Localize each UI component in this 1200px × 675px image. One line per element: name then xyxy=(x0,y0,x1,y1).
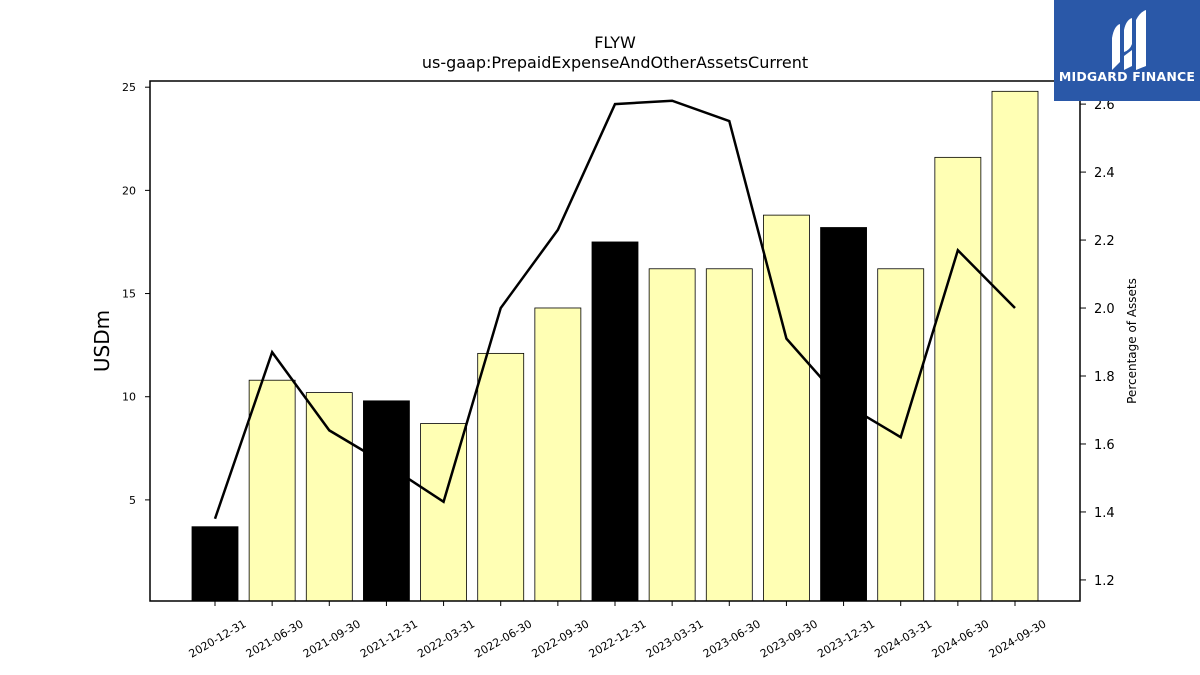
x-tick-label: 2021-06-30 xyxy=(244,617,306,660)
y-tick-label: 20 xyxy=(122,184,136,197)
bar xyxy=(477,352,525,602)
bar xyxy=(934,156,982,602)
x-tick-label: 2022-09-30 xyxy=(529,617,591,660)
x-tick-label: 2024-03-31 xyxy=(872,617,934,660)
x-tick-label: 2021-09-30 xyxy=(301,617,363,660)
bar xyxy=(591,241,639,602)
x-tick-label: 2022-06-30 xyxy=(472,617,534,660)
x-tick-label: 2020-12-31 xyxy=(187,617,249,660)
chart-title: FLYW xyxy=(594,33,636,52)
y2-tick-label: 1.4 xyxy=(1094,506,1115,521)
y2-tick-label: 1.8 xyxy=(1094,370,1115,385)
bar xyxy=(534,307,582,602)
line-path xyxy=(213,99,1016,520)
x-tick-label: 2023-03-31 xyxy=(644,617,706,660)
y-tick-label: 25 xyxy=(122,81,136,94)
x-tick-label: 2022-12-31 xyxy=(587,617,649,660)
chart-subtitle: us-gaap:PrepaidExpenseAndOtherAssetsCurr… xyxy=(422,53,808,72)
bar xyxy=(648,268,696,602)
y-tick-label: 15 xyxy=(122,288,136,301)
y2-tick-label: 1.2 xyxy=(1094,574,1115,589)
x-axis-ticks: 2020-12-312021-06-302021-09-302021-12-31… xyxy=(187,601,1049,661)
x-tick-label: 2023-09-30 xyxy=(758,617,820,660)
x-tick-label: 2024-09-30 xyxy=(987,617,1049,660)
right-axis-label: Percentage of Assets xyxy=(1125,278,1139,404)
x-tick-label: 2024-06-30 xyxy=(929,617,991,660)
x-tick-label: 2023-06-30 xyxy=(701,617,763,660)
x-tick-label: 2023-12-31 xyxy=(815,617,877,660)
bar xyxy=(820,227,867,602)
brand-logo: MIDGARD FINANCE xyxy=(1054,0,1200,101)
bar xyxy=(991,90,1039,602)
bar xyxy=(363,400,410,602)
left-axis-ticks: 5 10 15 20 25 xyxy=(122,81,150,507)
y2-tick-label: 2.4 xyxy=(1094,166,1115,181)
y2-tick-label: 2.0 xyxy=(1094,302,1115,317)
x-tick-label: 2022-03-31 xyxy=(415,617,477,660)
bar-series xyxy=(191,90,1039,602)
y-tick-label: 5 xyxy=(129,494,136,507)
bar xyxy=(191,526,239,602)
y2-tick-label: 2.2 xyxy=(1094,234,1115,249)
brand-name: MIDGARD FINANCE xyxy=(1058,69,1196,84)
y-tick-label: 10 xyxy=(122,391,136,404)
midgard-logo-icon xyxy=(1112,10,1146,70)
right-axis-ticks: 1.2 1.4 1.6 1.8 2.0 2.2 2.4 2.6 xyxy=(1080,98,1115,589)
y2-tick-label: 1.6 xyxy=(1094,438,1115,453)
y2-tick-label: 2.6 xyxy=(1094,98,1115,113)
bar xyxy=(705,268,753,602)
left-axis-label: USDm xyxy=(90,310,114,372)
bar xyxy=(305,392,353,602)
x-tick-label: 2021-12-31 xyxy=(358,617,420,660)
bar xyxy=(248,379,296,602)
line-series xyxy=(213,99,1016,520)
